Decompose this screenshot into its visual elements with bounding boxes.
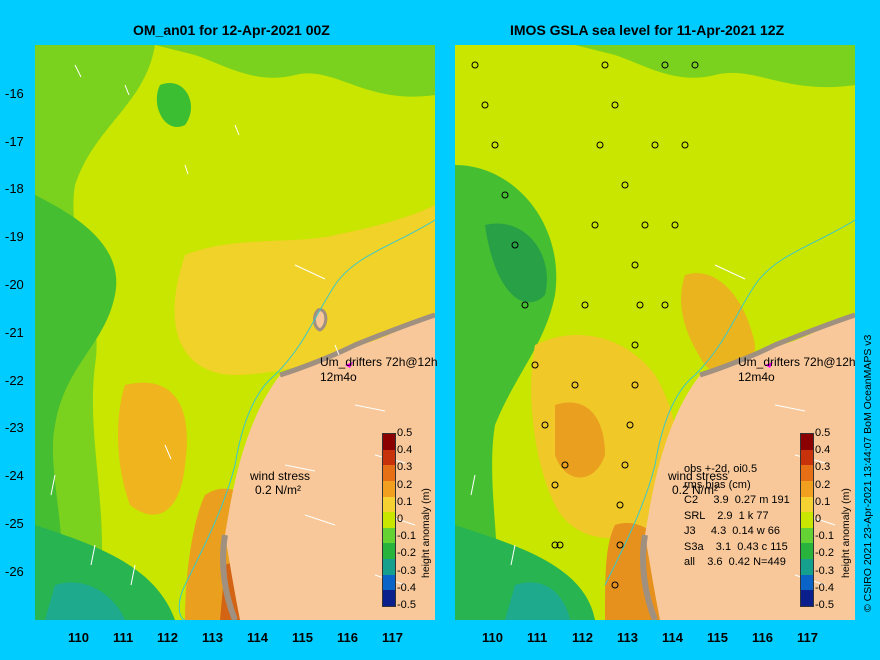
right-wind-unit: 0.2 N/m² <box>672 483 719 497</box>
colorbar-segment <box>383 590 395 606</box>
lat-tick: -19 <box>5 229 24 244</box>
colorbar-segment <box>801 543 813 559</box>
lon-tick: 111 <box>527 630 548 645</box>
right-drifter-sub: 12m4o <box>738 370 775 384</box>
colorbar-tick-label: 0 <box>815 513 822 525</box>
right-map-panel <box>455 45 855 620</box>
colorbar-tick-label: -0.4 <box>397 581 416 594</box>
colorbar-tick-label: -0.1 <box>815 530 834 543</box>
lon-tick: 117 <box>797 630 818 645</box>
colorbar-tick-label: 0.2 <box>397 478 413 491</box>
lon-tick: 110 <box>68 630 89 645</box>
colorbar-segment <box>383 434 395 450</box>
right-colorbar-title: height anomaly (m) <box>840 488 852 578</box>
lat-tick: -17 <box>5 134 24 149</box>
left-colorbar <box>382 433 396 607</box>
left-drifter-label: Um_drifters 72h@12h <box>320 355 438 369</box>
colorbar-segment <box>801 512 813 528</box>
colorbar-segment <box>801 590 813 606</box>
colorbar-segment <box>801 559 813 575</box>
colorbar-segment <box>383 465 395 481</box>
right-wind-label: wind stress <box>668 469 729 483</box>
lat-tick: -18 <box>5 181 24 196</box>
colorbar-tick-label: -0.2 <box>815 547 834 560</box>
right-map-title: IMOS GSLA sea level for 11-Apr-2021 12Z <box>510 22 785 38</box>
stats-line: all 3.6 0.42 N=449 <box>684 556 786 568</box>
stats-block: obs +-2d, oi0.5 rms bias (cm) C2 3.9 0.2… <box>684 462 790 571</box>
colorbar-tick-label: -0.5 <box>397 599 416 611</box>
right-colorbar <box>800 433 814 607</box>
lat-tick: -22 <box>5 373 24 388</box>
lon-tick: 112 <box>157 630 178 645</box>
stats-line: SRL 2.9 1 k 77 <box>684 509 769 522</box>
lon-tick: 113 <box>202 630 223 645</box>
colorbar-tick-label: -0.2 <box>397 547 416 560</box>
colorbar-segment <box>383 512 395 528</box>
colorbar-tick-label: 0.3 <box>815 461 831 474</box>
lat-tick: -24 <box>5 468 24 483</box>
colorbar-segment <box>801 449 813 466</box>
left-colorbar-title: height anomaly (m) <box>420 488 432 578</box>
right-map-field <box>455 45 855 620</box>
left-wind-unit: 0.2 N/m² <box>255 483 302 497</box>
colorbar-segment <box>383 574 395 591</box>
lat-tick: -26 <box>5 564 24 579</box>
colorbar-segment <box>383 496 395 513</box>
colorbar-segment <box>801 465 813 481</box>
left-map-field <box>35 45 435 620</box>
lon-tick: 114 <box>662 630 683 645</box>
stats-line: obs +-2d, oi0.5 <box>684 463 758 475</box>
colorbar-segment <box>801 480 813 497</box>
colorbar-tick-label: 0.4 <box>815 444 831 457</box>
colorbar-segment <box>801 527 813 544</box>
lat-tick: -16 <box>5 86 24 101</box>
stats-line: C2 3.9 0.27 m 191 <box>684 494 790 506</box>
colorbar-tick-label: -0.3 <box>815 564 834 577</box>
colorbar-tick-label: 0.5 <box>397 427 413 439</box>
colorbar-segment <box>383 559 395 575</box>
colorbar-tick-label: -0.4 <box>815 581 834 594</box>
right-drifter-label: Um_drifters 72h@12h <box>738 355 856 369</box>
lon-tick: 115 <box>292 630 313 645</box>
left-map-panel <box>35 45 435 620</box>
lon-tick: 117 <box>382 630 403 645</box>
stats-line: rms bias (cm) <box>684 478 751 491</box>
colorbar-tick-label: 0.1 <box>397 495 413 508</box>
lat-tick: -23 <box>5 420 24 435</box>
colorbar-tick-label: 0.2 <box>815 478 831 491</box>
colorbar-segment <box>383 527 395 544</box>
stats-line: S3a 3.1 0.43 c 115 <box>684 540 788 553</box>
colorbar-segment <box>383 480 395 497</box>
credit-text: © CSIRO 2021 23-Apr-2021 13:44:07 BoM Oc… <box>862 334 874 612</box>
colorbar-tick-label: 0.3 <box>397 461 413 474</box>
lon-tick: 116 <box>752 630 773 645</box>
left-wind-label: wind stress <box>250 469 311 483</box>
colorbar-segment <box>801 434 813 450</box>
lon-tick: 110 <box>482 630 503 645</box>
colorbar-segment <box>383 449 395 466</box>
left-drifter-sub: 12m4o <box>320 370 357 384</box>
lon-tick: 116 <box>337 630 358 645</box>
colorbar-segment <box>383 543 395 559</box>
stats-line: J3 4.3 0.14 w 66 <box>684 525 781 537</box>
colorbar-segment <box>801 496 813 513</box>
lon-tick: 112 <box>572 630 593 645</box>
colorbar-tick-label: 0.4 <box>397 444 413 457</box>
colorbar-tick-label: -0.3 <box>397 564 416 577</box>
lon-tick: 114 <box>247 630 268 645</box>
lon-tick: 111 <box>113 630 134 645</box>
colorbar-tick-label: -0.1 <box>397 530 416 543</box>
lon-tick: 115 <box>707 630 728 645</box>
colorbar-tick-label: 0 <box>397 513 404 525</box>
altimeter-tracks <box>471 61 699 589</box>
left-map-title: OM_an01 for 12-Apr-2021 00Z <box>133 22 330 38</box>
lat-tick: -20 <box>5 277 24 292</box>
lat-tick: -21 <box>5 325 24 340</box>
colorbar-tick-label: -0.5 <box>815 599 834 611</box>
colorbar-tick-label: 0.1 <box>815 495 831 508</box>
lon-tick: 113 <box>617 630 638 645</box>
colorbar-segment <box>801 574 813 591</box>
colorbar-tick-label: 0.5 <box>815 427 831 439</box>
lat-tick: -25 <box>5 516 24 531</box>
